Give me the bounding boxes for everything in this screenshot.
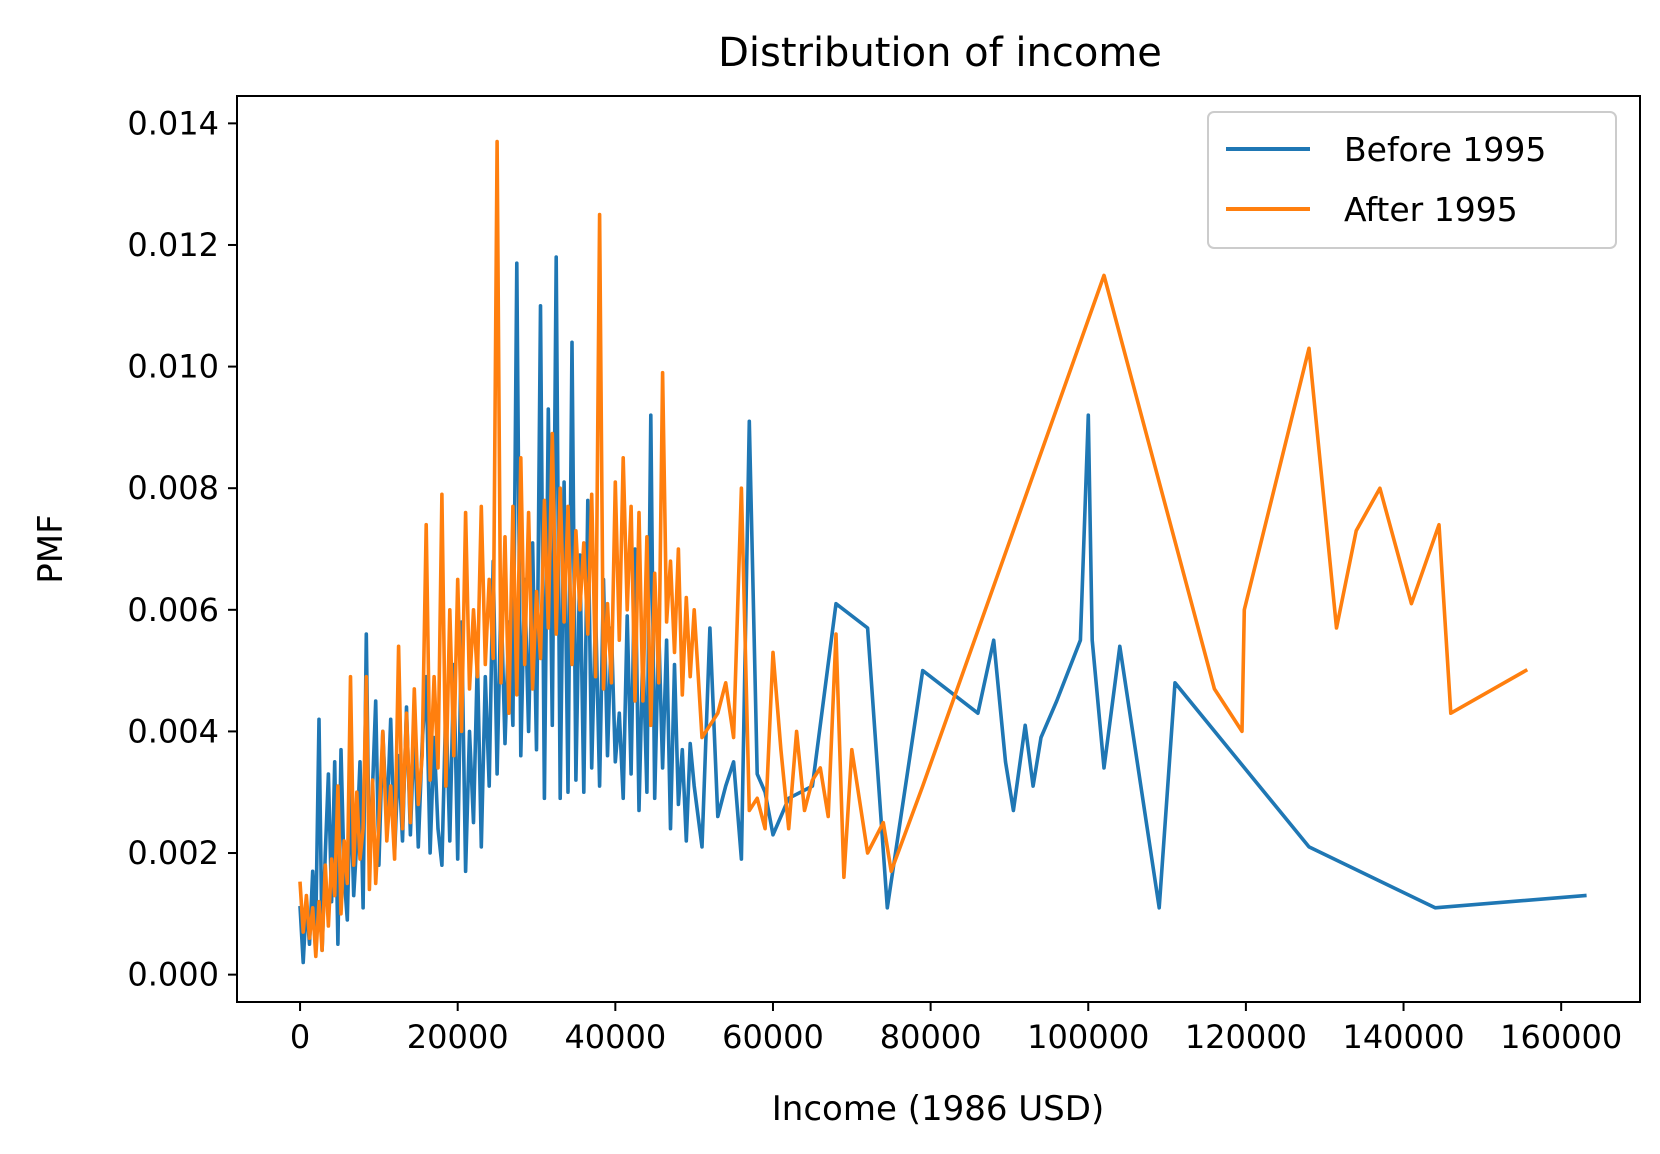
x-tick-label: 120000	[1185, 1018, 1307, 1056]
x-tick-label: 60000	[722, 1018, 824, 1056]
x-tick-label: 80000	[880, 1018, 982, 1056]
x-axis-label: Income (1986 USD)	[772, 1089, 1104, 1129]
y-tick-label: 0.014	[127, 104, 219, 142]
y-tick-label: 0.004	[127, 712, 219, 750]
x-tick-label: 100000	[1027, 1018, 1149, 1056]
legend-frame	[1207, 111, 1617, 249]
chart-title: Distribution of income	[718, 30, 1162, 76]
x-tick-label: 0	[290, 1018, 310, 1056]
y-axis-label: PMF	[31, 514, 71, 583]
legend-label-after-1995: After 1995	[1344, 190, 1518, 229]
x-axis: 0 20000 40000 60000 80000 100000 120000 140000 1…	[290, 1002, 1622, 1056]
legend: Before 1995 After 1995	[1207, 111, 1617, 249]
y-axis: 0.000 0.002 0.004 0.006 0.008 0.010 0.012 0.014	[127, 104, 237, 994]
y-tick-label: 0.008	[127, 469, 219, 507]
plot-area	[298, 139, 1587, 965]
y-tick-label: 0.002	[127, 834, 219, 872]
x-tick-label: 160000	[1500, 1018, 1622, 1056]
x-tick-label: 140000	[1342, 1018, 1464, 1056]
legend-label-before-1995: Before 1995	[1344, 130, 1546, 169]
plot-frame	[236, 95, 1641, 1003]
y-tick-label: 0.006	[127, 591, 219, 629]
y-tick-label: 0.012	[127, 226, 219, 264]
x-tick-label: 40000	[564, 1018, 666, 1056]
y-tick-label: 0.010	[127, 348, 219, 386]
series-line-after-1995	[298, 139, 1529, 959]
x-tick-label: 20000	[407, 1018, 509, 1056]
y-tick-label: 0.000	[127, 956, 219, 994]
